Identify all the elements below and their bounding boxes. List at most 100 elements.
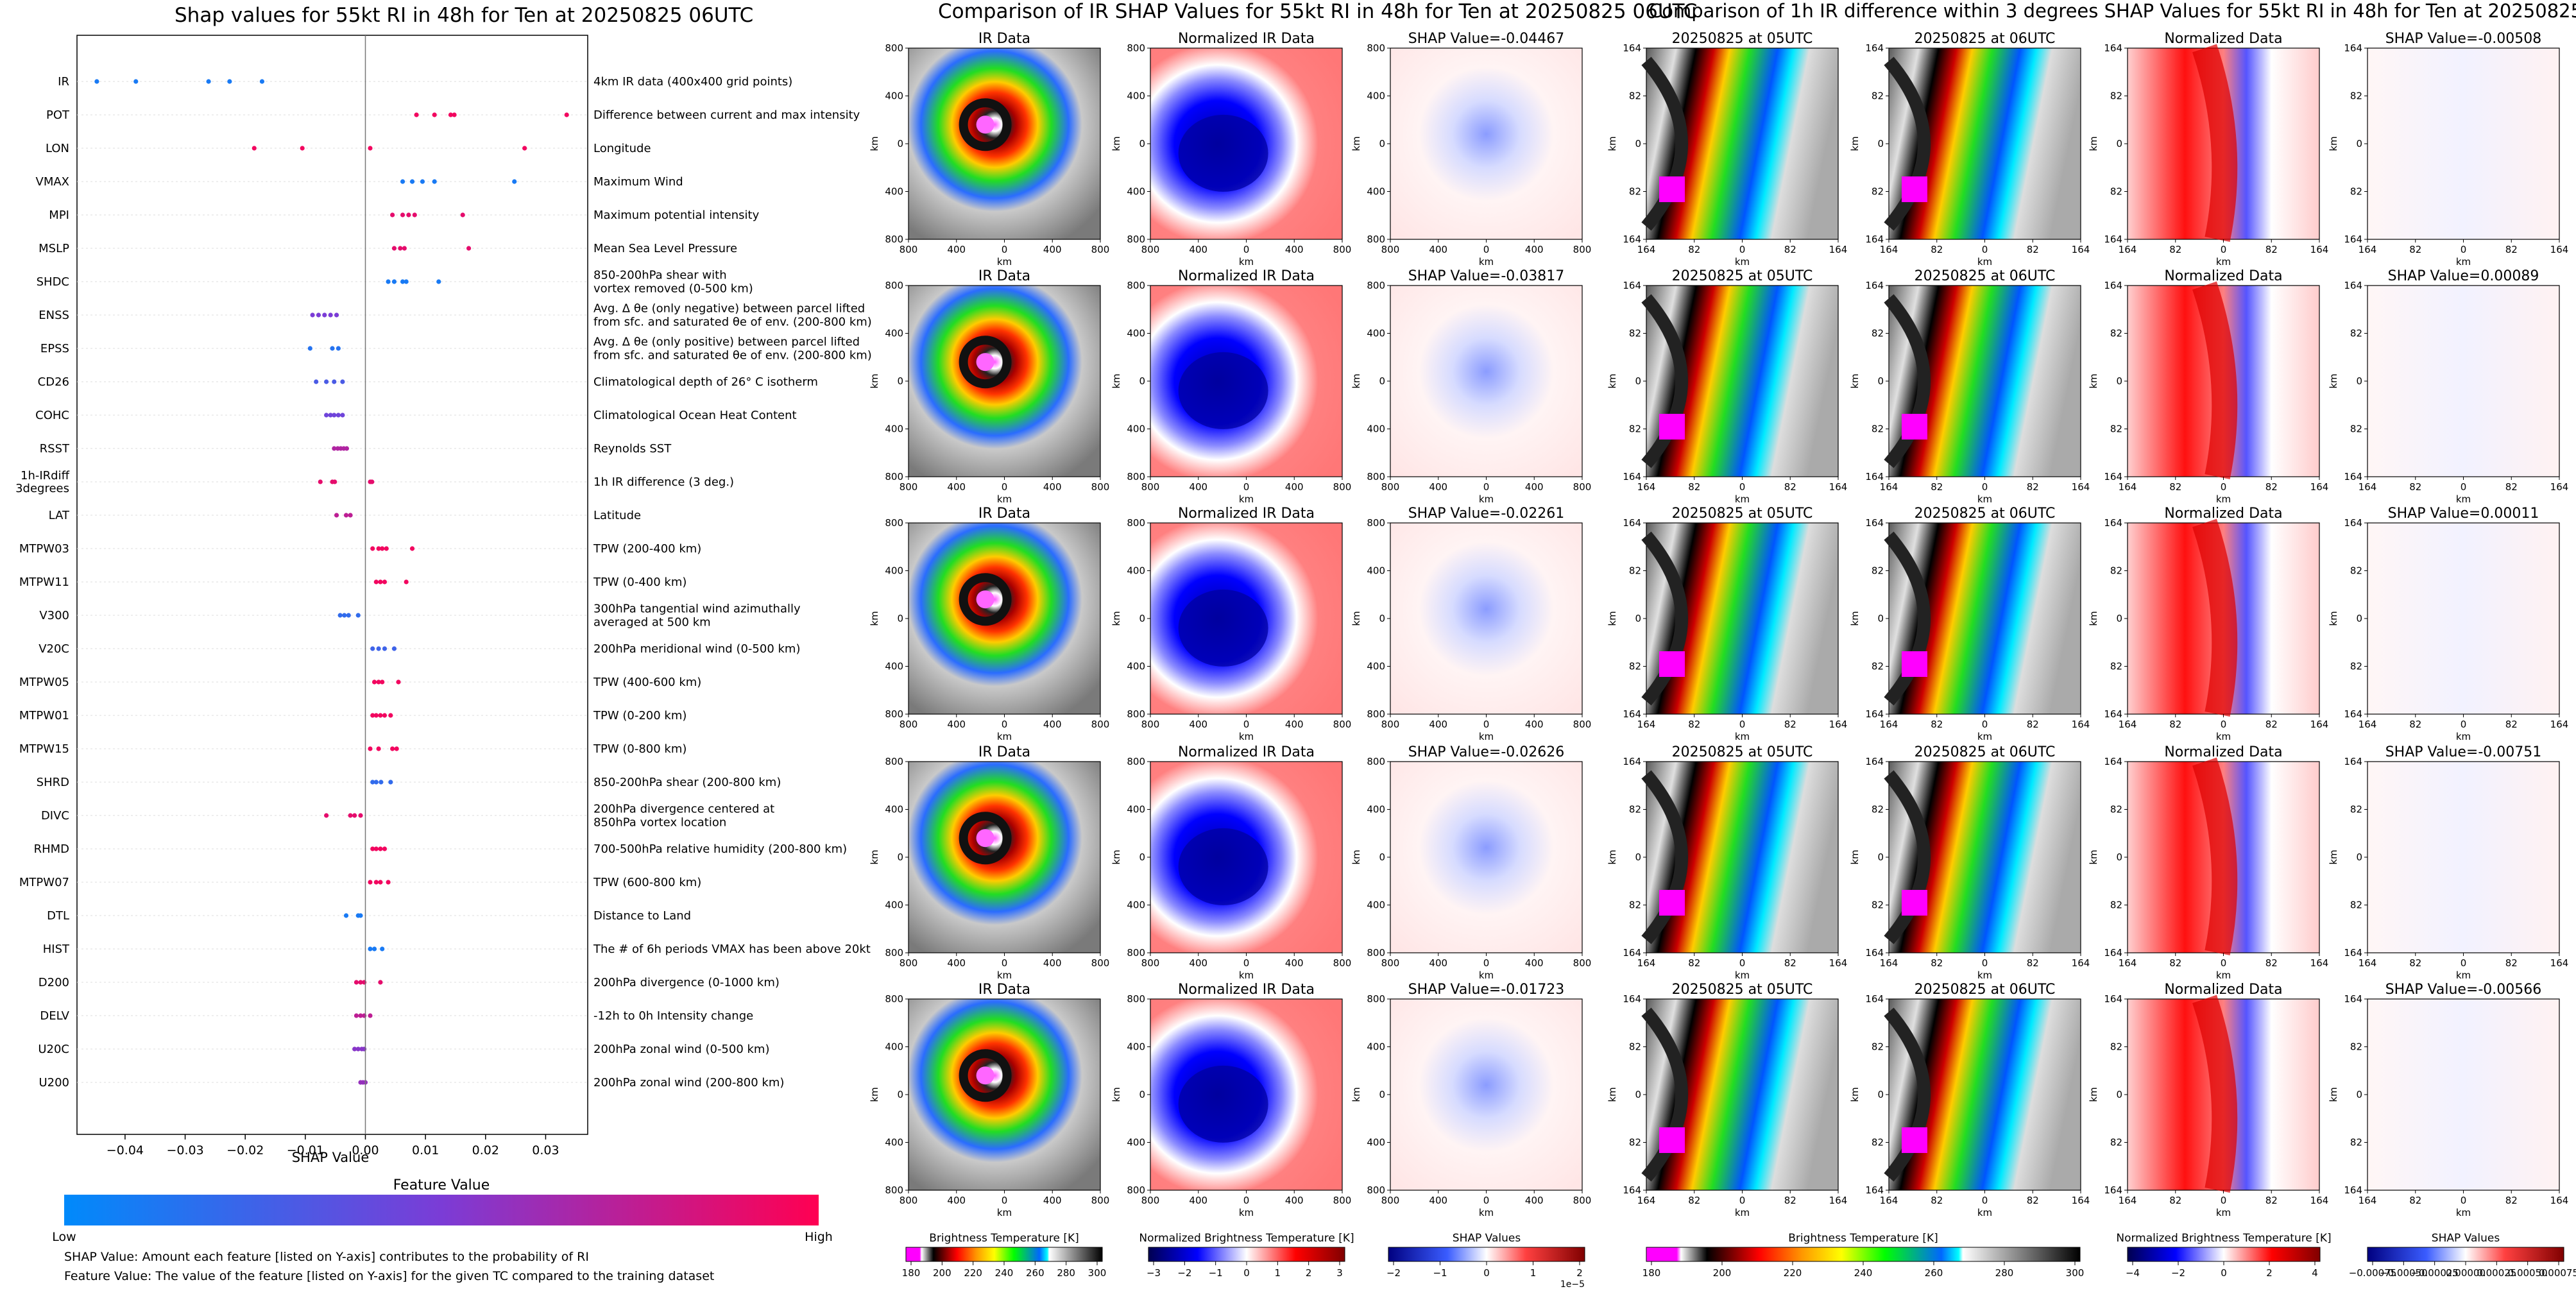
x-tick-label: 164: [2119, 1195, 2137, 1206]
colorbar-tick-label: 280: [1995, 1267, 2014, 1279]
x-tick-label: 800: [1141, 719, 1160, 730]
colorbar-tick-label: −4: [2126, 1267, 2140, 1279]
feature-description-label: 850-200hPa shear with: [593, 269, 727, 282]
feature-name-label: IR: [58, 75, 69, 89]
colorbar-tick-label: 200: [1713, 1267, 1732, 1279]
colorbar-tick-label: 200: [933, 1267, 951, 1279]
y-tick-label: 800: [1367, 993, 1385, 1005]
y-axis-label: km: [869, 136, 880, 151]
shap-point: [409, 546, 415, 551]
colorbar-label: SHAP Values: [2432, 1232, 2500, 1245]
shap-point: [94, 79, 99, 84]
cold-pixel-shape: [1902, 176, 1927, 202]
left-title: Shap values for 55kt RI in 48h for Ten a…: [175, 4, 754, 27]
feature-row: RSST Reynolds SST: [40, 442, 672, 456]
x-tick-label: 82: [1931, 481, 1943, 493]
x-tick-label: 800: [900, 957, 918, 969]
feature-name-label: DTL: [47, 909, 69, 923]
x-axis-label: km: [2456, 969, 2471, 981]
y-tick-label: 400: [885, 565, 903, 577]
storm-eyewall-shape: [959, 1049, 1012, 1102]
x-tick-label: 400: [947, 1195, 966, 1206]
image-panel: IR Data 800 400 0 400 800 km 800 400 0 400 800 km: [869, 506, 1109, 742]
y-tick-label: 82: [1872, 186, 1884, 198]
shap-point: [368, 1013, 373, 1018]
y-tick-label: 0: [897, 138, 903, 149]
x-tick-label: 400: [1285, 957, 1304, 969]
x-tick-label: 82: [2505, 481, 2518, 493]
x-tick-label: 164: [1880, 1195, 1898, 1206]
x-axis-label: km: [2216, 493, 2231, 505]
colorbar-label: Normalized Brightness Temperature [K]: [1139, 1232, 1354, 1245]
x-tick-label: 800: [1381, 957, 1400, 969]
y-tick-label: 0: [2116, 1089, 2122, 1100]
y-tick-label: 800: [885, 756, 903, 767]
x-tick-label: 0.01: [412, 1143, 439, 1157]
x-tick-label: 0: [1243, 1195, 1250, 1206]
x-tick-label: 164: [1637, 957, 1656, 969]
shap-point: [564, 112, 569, 117]
x-tick-label: 82: [2169, 481, 2181, 493]
y-tick-label: 800: [885, 280, 903, 291]
y-tick-label: 400: [1127, 1041, 1145, 1053]
x-tick-label: 82: [1688, 244, 1700, 255]
y-tick-label: 400: [1127, 1137, 1145, 1148]
x-tick-label: 800: [1573, 481, 1592, 493]
feature-name-label: MTPW05: [19, 676, 69, 689]
colorbars: Brightness Temperature [K]180 200 220 240 26…: [902, 1232, 2576, 1289]
x-tick-label: 800: [1573, 1195, 1592, 1206]
cloud-edge-shape: [1884, 1007, 1931, 1182]
colorbar: Normalized Brightness Temperature [K] −4 −…: [2116, 1232, 2331, 1279]
shap-point: [332, 379, 337, 384]
panel-image: [1646, 761, 1839, 953]
x-tick-label: 164: [1829, 244, 1848, 255]
feature-description-label: 4km IR data (400x400 grid points): [593, 75, 792, 89]
shap-point: [380, 546, 385, 551]
feature-description-label: Avg. Δ θe (only positive) between parcel…: [593, 336, 860, 349]
x-tick-label: 0: [1002, 1195, 1008, 1206]
y-tick-label: 800: [885, 234, 903, 245]
x-tick-label: 800: [900, 1195, 918, 1206]
shap-point: [379, 780, 384, 785]
shap-point: [376, 679, 381, 685]
y-axis-label: km: [1849, 136, 1861, 151]
feature-description-label: Mean Sea Level Pressure: [593, 242, 737, 255]
y-tick-label: 82: [1872, 1137, 1884, 1148]
y-tick-label: 0: [1139, 375, 1145, 387]
panel-image: [1646, 998, 1839, 1191]
x-tick-label: 0: [1002, 957, 1008, 969]
shap-point: [376, 746, 381, 751]
colorbar-tick-label: 280: [1057, 1267, 1075, 1279]
x-tick-label: 82: [1931, 719, 1943, 730]
y-tick-label: 164: [1865, 234, 1884, 245]
x-tick-label: 400: [1429, 719, 1447, 730]
y-axis-label: km: [1607, 611, 1618, 626]
image-panel: Normalized Data 164 82 0 82 164 km 164 82 0 82 164 k…: [2088, 982, 2328, 1218]
colorbar: Brightness Temperature [K] 180 200 220 240 26…: [902, 1232, 1107, 1279]
panel-image: [908, 47, 1101, 240]
y-tick-label: 164: [2104, 280, 2122, 291]
feature-row: RHMD 700-500hPa relative humidity (200-80…: [34, 842, 848, 856]
feature-description-label: 850hPa vortex location: [593, 816, 726, 830]
shap-point: [376, 546, 381, 551]
feature-name-label: VMAX: [36, 175, 70, 189]
y-tick-label: 0: [1635, 1089, 1641, 1100]
y-tick-label: 82: [2110, 900, 2122, 911]
colorbar: SHAP Values−0.00075−0.00050−0.000250.000…: [2349, 1232, 2576, 1279]
x-tick-label: 0: [2461, 719, 2467, 730]
image-panel: SHAP Value=-0.03817 800 400 0 400 800 km 800 400…: [1351, 268, 1591, 505]
shap-point: [388, 780, 393, 785]
y-tick-label: 0: [1139, 851, 1145, 863]
shap-point: [300, 146, 305, 151]
shap-point: [133, 79, 139, 84]
x-axis-label: km: [1239, 1207, 1254, 1218]
y-tick-label: 0: [1139, 138, 1145, 149]
x-axis-label: km: [1735, 493, 1750, 505]
x-tick-label: 164: [1829, 1195, 1848, 1206]
x-axis-label: km: [1977, 1207, 1992, 1218]
x-tick-label: 164: [2119, 244, 2137, 255]
y-tick-label: 82: [2110, 186, 2122, 198]
feature-description-label: TPW (0-200 km): [593, 709, 687, 722]
panel-title: SHAP Value=-0.03817: [1408, 268, 1565, 284]
